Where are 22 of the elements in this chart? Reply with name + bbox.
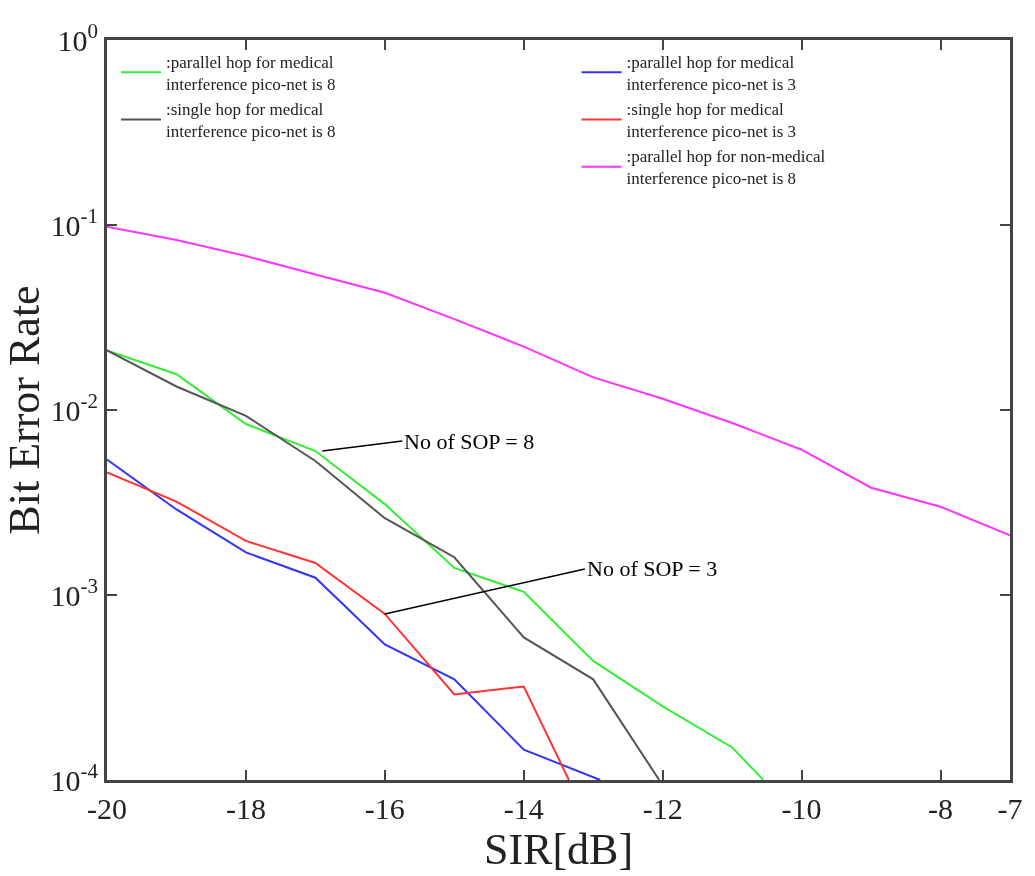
line-series (107, 349, 765, 780)
x-tick-label: -14 (503, 792, 544, 825)
y-tick-label: 10$^{-1}$ (50, 203, 98, 242)
line-series (107, 225, 1010, 537)
legend-label: :single hop for medical interference pico-net is 8 (166, 100, 336, 142)
annotation: No of SOP = 3 (587, 556, 718, 581)
y-tick-label: 10$^{-3}$ (50, 573, 98, 612)
x-tick-label: -12 (642, 792, 683, 825)
x-tick-label: -18 (225, 792, 266, 825)
annotation: No of SOP = 8 (404, 429, 535, 454)
y-tick-label: 10$^{-2}$ (50, 388, 98, 427)
x-tick-label: -8 (928, 792, 954, 825)
x-tick-label: -16 (364, 792, 405, 825)
y-axis-title: Bit Error Rate (0, 285, 49, 535)
legend-label: :parallel hop for medical interference pico-net is 3 (626, 52, 797, 94)
x-axis-title: SIR[dB] (483, 825, 634, 874)
x-tick-label: -7 (997, 792, 1023, 825)
legend-label: :single hop for medical interference pico-net is 3 (626, 100, 797, 142)
legend-label: :parallel hop for non-medical interference pico-net is 8 (626, 147, 826, 189)
x-tick-label: -10 (781, 792, 822, 825)
legend-label: :parallel hop for medical interference pico-net is 8 (166, 52, 336, 94)
y-tick-label: 10$^{0}$ (57, 18, 98, 57)
